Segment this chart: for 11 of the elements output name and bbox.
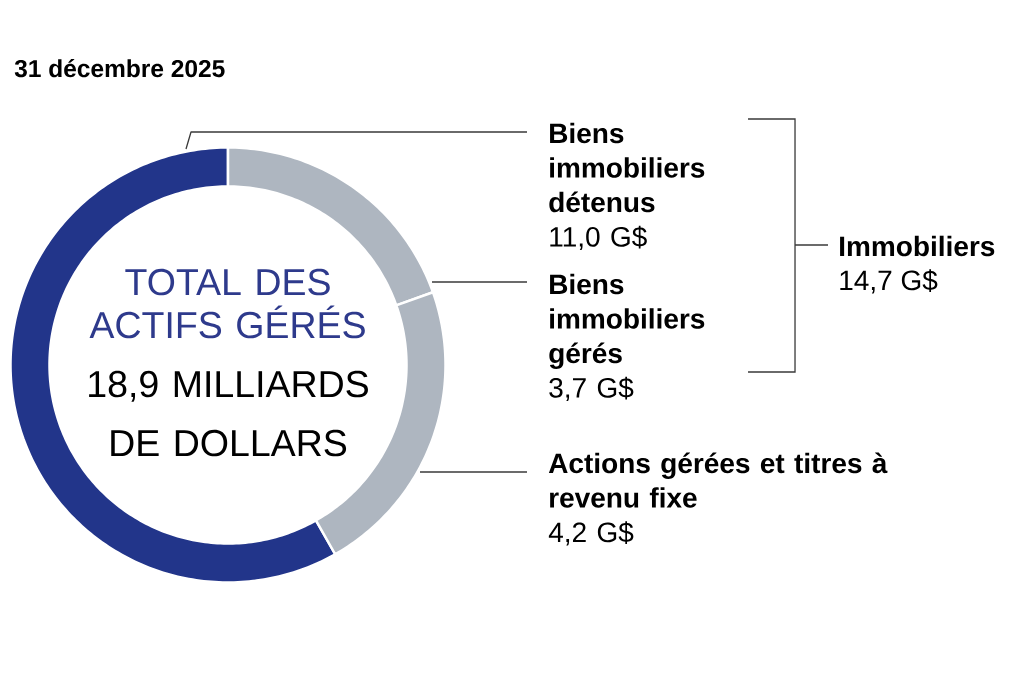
data-label: 3,7 G$ <box>549 376 634 402</box>
data-label: 4,2 G$ <box>548 521 634 546</box>
slice-label: Biens immobiliers détenus <box>549 122 705 213</box>
slice-label: Biens immobiliers gérés <box>549 273 705 369</box>
text: 14,7 G$ <box>840 269 938 294</box>
chart-title: 31 décembre 2025 <box>14 59 225 78</box>
data-label: 11,0 G$ <box>550 225 647 251</box>
slice-label: Actions gérées et titres à revenu fixe <box>548 452 888 508</box>
text: Immobiliers <box>840 235 995 257</box>
text: TOTAL DES ACTIFS GÉRÉS <box>89 268 365 339</box>
text: 18,9 MILLIARDS DE DOLLARS <box>89 370 368 457</box>
